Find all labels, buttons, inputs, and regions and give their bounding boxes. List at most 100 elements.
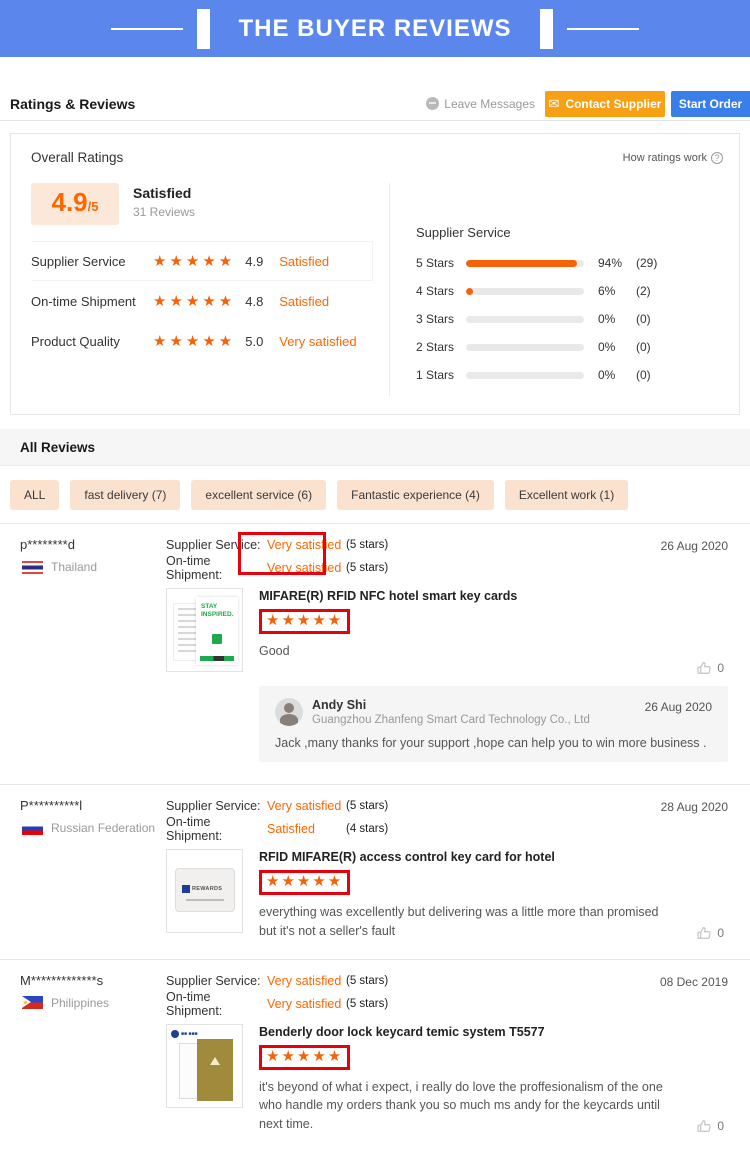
supplier-avatar	[275, 698, 303, 726]
star-rating-icons: ★★★★★	[153, 253, 236, 270]
overall-score-suffix: /5	[87, 199, 99, 214]
thumbs-up-icon	[697, 926, 711, 939]
metric-sentiment: Satisfied	[279, 293, 330, 309]
on-time-shipment-label: On-time Shipment:	[166, 554, 223, 582]
start-order-button[interactable]: Start Order	[671, 90, 750, 117]
all-reviews-header: All Reviews	[0, 429, 750, 466]
metric-label: Product Quality	[31, 333, 120, 349]
keycard-graphic: STAY INSPIRED.	[196, 597, 238, 665]
all-reviews-title: All Reviews	[20, 439, 96, 455]
helpful-button[interactable]: 0	[696, 660, 724, 676]
review-date: 28 Aug 2020	[660, 800, 728, 814]
supplier-service-label: Supplier Service:	[166, 538, 261, 552]
distribution-row-4: 4 Stars 6% (2)	[416, 284, 719, 298]
helpful-button[interactable]: 0	[696, 1118, 724, 1134]
annotation-highlight-box: ★★★★★	[259, 1044, 351, 1070]
metric-sentiment: Very satisfied	[279, 333, 357, 349]
product-thumbnail[interactable]: REWARDS	[166, 849, 243, 933]
filter-chip-fantastic-experience[interactable]: Fantastic experience (4)	[337, 480, 494, 510]
review-text: it's beyond of what i expect, i really d…	[259, 1079, 663, 1132]
dist-count: (0)	[636, 312, 651, 326]
like-count: 0	[717, 1118, 724, 1133]
overall-review-count: 31 Reviews	[133, 205, 196, 219]
reviewer-name: M*************s	[20, 972, 104, 988]
overall-ratings-panel: Overall Ratings How ratings work ? 4.9 /…	[10, 133, 740, 415]
product-name-link[interactable]: Benderly door lock keycard temic system …	[259, 1024, 545, 1039]
metric-score: 4.8	[245, 293, 264, 309]
review-filter-chips: ALL fast delivery (7) excellent service …	[0, 466, 750, 524]
contact-supplier-label: Contact Supplier	[565, 96, 662, 111]
reply-text: Jack ,many thanks for your support ,hope…	[275, 736, 707, 750]
metric-row-product-quality: Product Quality ★★★★★ 5.0 Very satisfied	[31, 321, 373, 361]
dist-label: 5 Stars	[416, 256, 455, 270]
metric-label: Supplier Service	[31, 253, 126, 269]
page-title: THE BUYER REVIEWS	[238, 14, 512, 42]
annotation-highlight-box: ★★★★★	[259, 870, 351, 895]
star-rating-icons: ★★★★★	[153, 293, 236, 310]
helpful-button[interactable]: 0	[696, 925, 724, 941]
ratings-toolbar: Ratings & Reviews Leave Messages ✉ Conta…	[0, 87, 750, 121]
rating-bar	[466, 259, 584, 267]
product-name-link[interactable]: MIFARE(R) RFID NFC hotel smart key cards	[259, 589, 518, 603]
reviewer-name: P**********l	[20, 798, 83, 813]
keycard-graphic	[197, 1038, 233, 1101]
start-order-label: Start Order	[678, 96, 743, 111]
dist-count: (0)	[636, 340, 651, 354]
dist-count: (0)	[636, 368, 651, 382]
banner-bar-right	[539, 8, 553, 49]
like-count: 0	[717, 925, 724, 940]
thumbs-up-icon	[697, 661, 711, 674]
star-rating-icons: ★★★★★	[153, 333, 236, 350]
distribution-title: Supplier Service	[416, 225, 511, 240]
reviewer-country: Thailand	[51, 560, 98, 574]
review-item-2: P**********l Russian Federation 28 Aug 2…	[0, 785, 750, 960]
overall-score-badge: 4.9 /5	[31, 183, 119, 225]
how-ratings-work-label: How ratings work	[622, 152, 707, 164]
on-time-shipment-stars: (5 stars)	[346, 562, 389, 574]
rating-bar	[466, 315, 584, 323]
product-thumbnail[interactable]: STAY INSPIRED.	[166, 588, 243, 672]
distribution-row-3: 3 Stars 0% (0)	[416, 312, 719, 326]
dist-label: 2 Stars	[416, 340, 455, 354]
review-date: 08 Dec 2019	[659, 974, 728, 989]
review-star-rating: ★★★★★	[266, 873, 344, 890]
review-text: everything was excellently but deliverin…	[259, 905, 659, 938]
product-thumbnail[interactable]: ■■ ■■■	[166, 1023, 243, 1108]
philippines-flag-icon	[22, 996, 43, 1009]
metric-row-on-time-shipment: On-time Shipment ★★★★★ 4.8 Satisfied	[31, 281, 373, 321]
thumbs-up-icon	[697, 1119, 711, 1132]
question-circle-icon: ?	[711, 152, 723, 164]
overall-score: 4.9	[51, 187, 88, 217]
on-time-shipment-value: Very satisfied	[267, 996, 342, 1011]
how-ratings-work-link[interactable]: How ratings work ?	[623, 152, 723, 164]
product-name-link[interactable]: RFID MIFARE(R) access control key card f…	[259, 850, 555, 864]
distribution-row-2: 2 Stars 0% (0)	[416, 340, 719, 354]
filter-chip-all[interactable]: ALL	[10, 480, 60, 510]
filter-chip-excellent-service[interactable]: excellent service (6)	[191, 480, 327, 510]
dist-label: 1 Stars	[416, 368, 455, 382]
leave-messages-link[interactable]: Leave Messages	[426, 97, 535, 111]
keycard-graphic: REWARDS	[175, 868, 235, 912]
review-date: 26 Aug 2020	[660, 539, 728, 553]
review-item-3: M*************s Philippines 08 Dec 2019 …	[0, 960, 750, 1152]
on-time-shipment-value: Satisfied	[267, 822, 315, 836]
on-time-shipment-value: Very satisfied	[267, 561, 342, 575]
supplier-service-value: Very satisfied	[267, 799, 342, 813]
banner-bar-left	[197, 8, 211, 49]
reply-date: 26 Aug 2020	[644, 700, 712, 714]
supplier-service-label: Supplier Service:	[166, 799, 261, 813]
supplier-rep-name: Andy Shi	[312, 698, 367, 712]
dist-percent: 94%	[598, 256, 623, 270]
dist-label: 3 Stars	[416, 312, 455, 326]
filter-chip-fast-delivery[interactable]: fast delivery (7)	[70, 480, 181, 510]
supplier-service-stars: (5 stars)	[346, 539, 389, 551]
metric-score: 5.0	[245, 333, 264, 349]
supplier-service-label: Supplier Service:	[166, 973, 261, 988]
on-time-shipment-label: On-time Shipment:	[166, 989, 223, 1018]
review-item-1: p********d Thailand 26 Aug 2020 Supplier…	[0, 524, 750, 785]
filter-chip-excellent-work[interactable]: Excellent work (1)	[504, 480, 629, 510]
supplier-service-stars: (5 stars)	[346, 974, 389, 987]
metric-sentiment: Satisfied	[279, 253, 330, 269]
contact-supplier-button[interactable]: ✉ Contact Supplier	[545, 90, 665, 117]
like-count: 0	[717, 661, 724, 675]
